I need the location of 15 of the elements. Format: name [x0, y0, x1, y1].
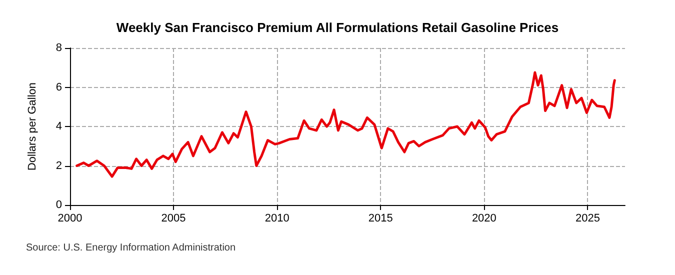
x-tick-label: 2000 [58, 212, 82, 224]
y-axis-title: Dollars per Gallon [26, 82, 38, 171]
chart-title: Weekly San Francisco Premium All Formulations Retail Gasoline Prices [116, 20, 559, 35]
x-tick-label: 2010 [264, 212, 290, 224]
source-note: Source: U.S. Energy Information Administration [26, 242, 236, 254]
y-tick-label: 6 [56, 81, 62, 94]
y-tick-label: 0 [56, 199, 62, 211]
x-tick-label: 2015 [368, 212, 393, 224]
y-tick-label: 2 [56, 160, 62, 172]
y-tick-label: 8 [56, 42, 62, 54]
y-tick-label: 4 [56, 120, 62, 132]
x-tick-label: 2025 [575, 212, 600, 224]
x-tick-label: 2020 [472, 212, 496, 224]
x-tick-label: 2005 [161, 212, 186, 224]
line-series [76, 71, 616, 178]
